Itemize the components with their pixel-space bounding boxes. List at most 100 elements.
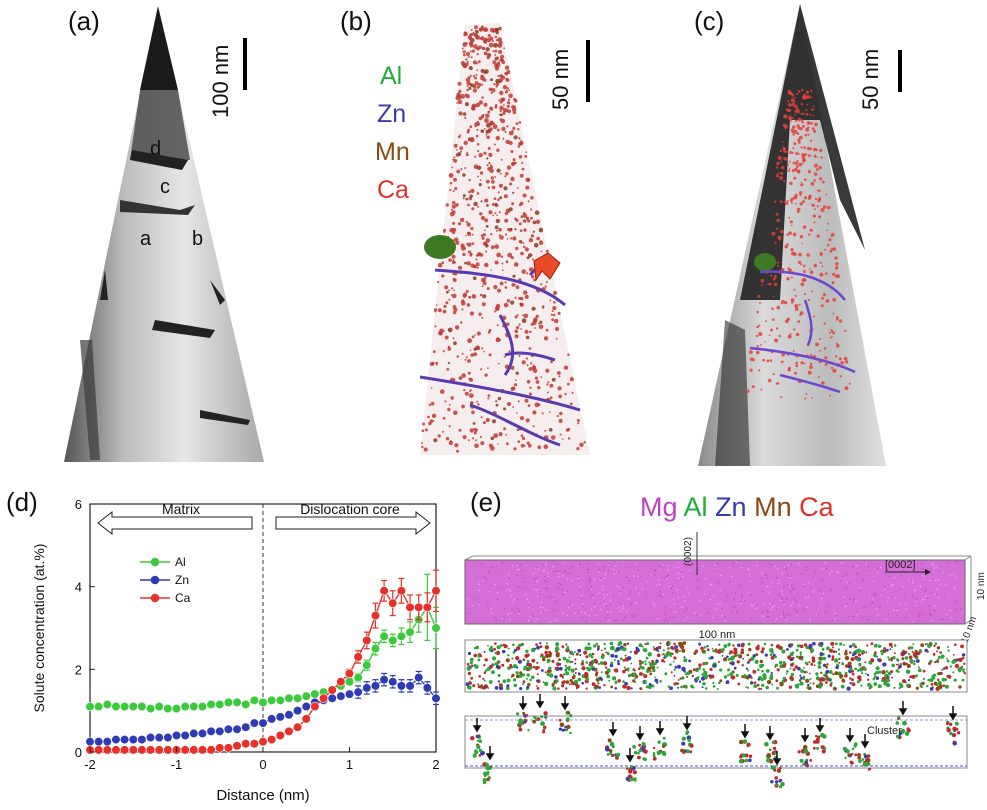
ca-atom (490, 78, 493, 82)
ca-atom (830, 247, 833, 251)
solute-atom (842, 644, 845, 646)
solute-atom (712, 685, 716, 688)
ca-atom (452, 190, 455, 193)
ca-atom (510, 237, 513, 240)
solute-atom (850, 657, 855, 662)
cluster-atom (820, 732, 825, 738)
mg-atom (824, 561, 826, 563)
solute-atom (927, 644, 931, 648)
cluster-arrow-icon (845, 728, 855, 743)
ca-atom (507, 252, 513, 258)
cluster-atom (482, 780, 487, 785)
solute-atom (600, 649, 603, 652)
ca-atom (483, 102, 488, 107)
ca-atom (836, 342, 838, 345)
cluster-atom (567, 711, 571, 715)
ca-atom (475, 102, 481, 108)
mg-atom (826, 620, 829, 622)
solute-atom (525, 677, 528, 680)
mg-atom (871, 580, 873, 582)
solute-atom (548, 650, 551, 654)
ca-atom (769, 282, 772, 286)
cluster-atom (816, 746, 820, 750)
x-tick-label: -2 (84, 757, 96, 772)
cluster-atom (472, 753, 477, 758)
ca-atom (530, 234, 534, 238)
solute-atom (597, 647, 600, 650)
mg-atom (508, 588, 511, 591)
solute-atom (497, 673, 501, 677)
solute-atom (587, 642, 591, 646)
mg-atom (677, 596, 679, 598)
ca-atom (799, 202, 803, 206)
solute-atom (936, 650, 939, 653)
ca-atom (456, 93, 461, 98)
y-tick-label: 4 (75, 580, 82, 595)
ca-atom (519, 416, 525, 421)
ca-atom (475, 29, 477, 32)
mg-atom (524, 587, 526, 589)
mg-atom (543, 579, 545, 582)
cluster-atom (642, 757, 646, 761)
solute-atom (630, 662, 633, 665)
mg-atom (761, 581, 764, 584)
solute-atom (478, 675, 481, 678)
ca-atom (836, 274, 840, 279)
ca-atom (813, 163, 818, 168)
mg-atom (536, 589, 538, 592)
mg-atom (600, 580, 602, 582)
solute-atom (698, 666, 701, 670)
ca-atom (500, 113, 503, 117)
cluster-atom (516, 712, 520, 716)
ca-atom (498, 183, 503, 188)
mg-atom (481, 563, 483, 565)
ca-atom (810, 182, 815, 186)
cluster-atom (948, 722, 953, 726)
ca-atom (828, 238, 832, 242)
solute-atom (671, 652, 674, 656)
data-point-ca (145, 745, 156, 755)
solute-atom (593, 644, 597, 648)
mg-atom (840, 604, 843, 607)
solute-atom (799, 651, 802, 654)
solute-atom (860, 684, 863, 687)
solute-atom (662, 649, 665, 652)
mg-atom (903, 596, 905, 599)
solute-atom (686, 675, 689, 678)
mg-atom (938, 571, 941, 573)
ca-atom (456, 355, 460, 358)
ca-atom (749, 368, 753, 372)
cluster-atom (809, 759, 813, 762)
solute-atom (920, 643, 925, 647)
solute-atom (849, 645, 852, 648)
mg-atom (614, 619, 617, 621)
ca-atom (485, 47, 490, 52)
solute-atom (477, 658, 481, 662)
legend-label-al: Al (175, 555, 186, 569)
y-tick-label: 6 (75, 497, 82, 512)
cluster-atom (633, 750, 638, 755)
ca-atom (478, 183, 482, 187)
mg-atom (846, 603, 848, 605)
cluster-atom (569, 731, 572, 735)
ca-atom (488, 53, 491, 57)
solute-atom (546, 658, 551, 663)
mg-atom (943, 596, 945, 599)
ca-atom (797, 117, 802, 122)
mg-atom (830, 589, 833, 591)
solute-atom (577, 648, 582, 653)
mg-atom (771, 606, 773, 608)
ca-atom (540, 376, 543, 378)
ca-atom (785, 150, 788, 154)
solute-atom (649, 663, 654, 668)
data-point-zn (293, 706, 303, 716)
solute-atom (511, 673, 515, 677)
ca-atom (461, 299, 465, 303)
ca-atom (491, 88, 496, 93)
mg-atom (869, 615, 871, 617)
mg-atom (577, 575, 579, 578)
ca-atom (520, 251, 524, 256)
solute-atom (899, 663, 902, 665)
data-point-ca (119, 745, 130, 755)
data-point-al (128, 701, 138, 712)
